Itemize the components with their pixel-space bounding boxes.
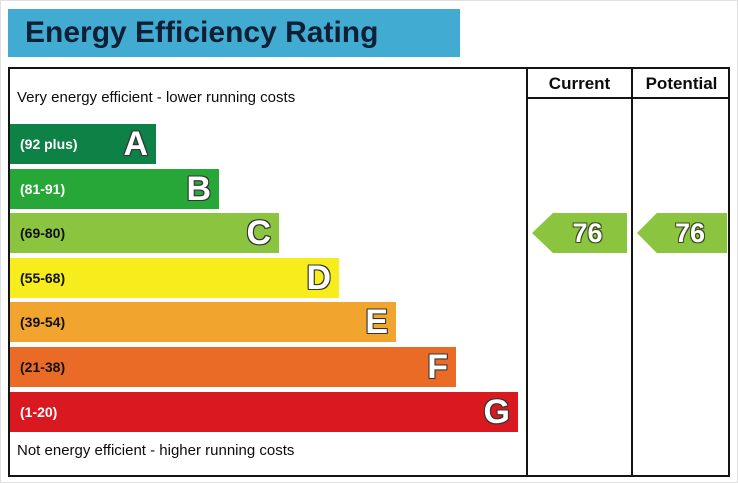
band-b-letter: B	[186, 170, 211, 208]
band-c: (69-80) C	[10, 213, 279, 253]
band-f-letter: F	[427, 348, 448, 386]
potential-column-header: Potential	[645, 74, 718, 93]
potential-rating-value: 76	[674, 217, 706, 248]
bottom-note: Not energy efficient - higher running co…	[17, 442, 295, 459]
top-note: Very energy efficient - lower running co…	[17, 89, 296, 106]
band-f: (21-38) F	[10, 347, 456, 387]
band-e-range: (39-54)	[20, 314, 66, 330]
column-divider-potential	[631, 67, 633, 477]
band-g: (1-20) G	[10, 392, 518, 432]
band-d-letter: D	[306, 259, 331, 297]
band-e: (39-54) E	[10, 302, 396, 342]
title-banner: Energy Efficiency Rating	[8, 9, 460, 57]
band-c-range: (69-80)	[20, 225, 66, 241]
band-b: (81-91) B	[10, 169, 219, 209]
current-rating-value: 76	[572, 217, 603, 248]
column-divider-current	[526, 67, 528, 477]
chart-table-border	[8, 67, 730, 477]
band-g-letter: G	[483, 393, 510, 431]
current-rating-arrow: 76	[532, 213, 627, 253]
band-b-range: (81-91)	[20, 181, 66, 197]
band-f-range: (21-38)	[20, 359, 66, 375]
band-a-range: (92 plus)	[20, 136, 78, 152]
band-d-range: (55-68)	[20, 270, 66, 286]
header-underline	[526, 97, 730, 99]
current-column-header: Current	[548, 74, 611, 93]
band-c-letter: C	[246, 214, 271, 252]
band-e-letter: E	[365, 303, 388, 341]
band-a: (92 plus) A	[10, 124, 156, 164]
potential-rating-arrow: 76	[637, 213, 727, 253]
page-title: Energy Efficiency Rating	[25, 16, 379, 49]
band-a-letter: A	[123, 125, 148, 163]
band-g-range: (1-20)	[20, 404, 58, 420]
band-d: (55-68) D	[10, 258, 339, 298]
